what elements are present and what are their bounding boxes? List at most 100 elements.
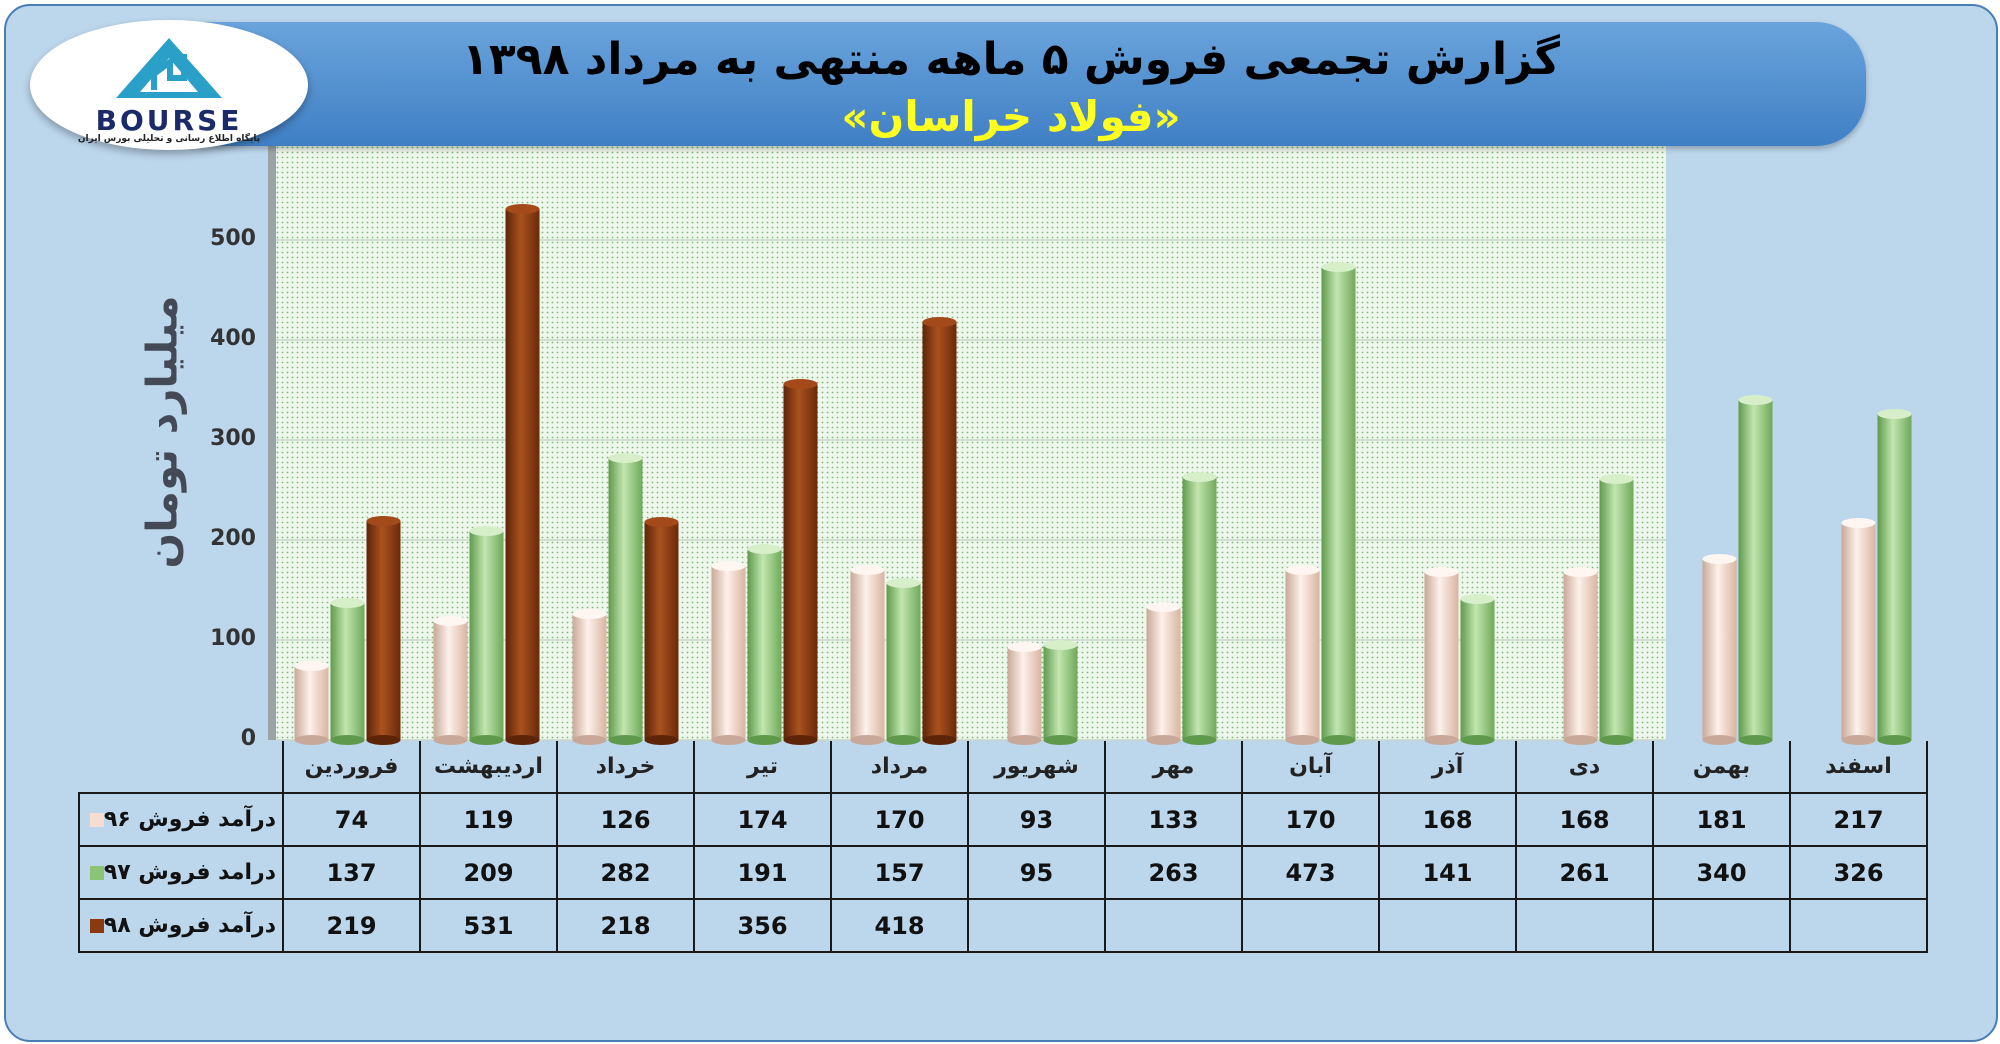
bar-97-12 xyxy=(1877,409,1912,745)
bar-body xyxy=(747,549,782,740)
bar-cap xyxy=(1738,395,1773,405)
logo-mark-icon xyxy=(116,38,222,98)
bar-cap xyxy=(1285,565,1320,575)
month-label: آبان xyxy=(1241,741,1380,794)
bar-cap xyxy=(886,578,921,588)
bar-body xyxy=(330,603,365,740)
bar-96-1 xyxy=(294,661,329,745)
month-label: اسفند xyxy=(1789,741,1928,794)
bar-body xyxy=(1738,400,1773,740)
series-row-97: درامد فروش ۹۷ 137 209 282 191 157 95 263 473 141 2… xyxy=(78,845,1928,900)
bar-cap xyxy=(747,544,782,554)
legend-swatch xyxy=(89,919,104,933)
series-row-96: درآمد فروش ۹۶ 74 119 126 174 170 93 133 170 168 16… xyxy=(78,792,1928,847)
bar-cap xyxy=(608,453,643,463)
data-label: 531 xyxy=(419,898,558,953)
legend-swatch xyxy=(89,866,104,880)
month-label: فروردین xyxy=(282,741,421,794)
bar-body xyxy=(294,666,329,740)
bar-cap xyxy=(922,317,957,327)
bar-96-2 xyxy=(433,616,468,745)
bar-cap xyxy=(1043,640,1078,650)
chart-subtitle: «فولاد خراسان» xyxy=(841,92,1181,141)
bar-cap xyxy=(1877,409,1912,419)
y-tick-label: 500 xyxy=(210,226,256,251)
data-label: 74 xyxy=(282,792,421,847)
bar-96-12 xyxy=(1841,518,1876,745)
bar-cap xyxy=(1702,554,1737,564)
data-label: 282 xyxy=(556,845,695,900)
bar-body xyxy=(850,570,885,740)
bar-body xyxy=(469,531,504,740)
bar-97-9 xyxy=(1460,594,1495,745)
bar-cap xyxy=(366,516,401,526)
month-label: دی xyxy=(1515,741,1654,794)
bar-body xyxy=(1563,572,1598,740)
bar-97-1 xyxy=(330,598,365,745)
data-label: 326 xyxy=(1789,845,1928,900)
logo-wordmark: BOURSE xyxy=(95,104,243,137)
data-label: 181 xyxy=(1652,792,1791,847)
month-label: مهر xyxy=(1104,741,1243,794)
chart-frame: 0100200300400500600 میلیارد تومان گزارش … xyxy=(4,4,1998,1042)
bar-body xyxy=(505,209,540,740)
bar-97-6 xyxy=(1043,640,1078,745)
bar-body xyxy=(1321,267,1356,740)
bar-body xyxy=(711,566,746,740)
month-label: شهریور xyxy=(967,741,1106,794)
chart-title: گزارش تجمعی فروش ۵ ماهه منتهی به مرداد ۱… xyxy=(462,34,1560,85)
data-label xyxy=(1515,898,1654,953)
bar-body xyxy=(1043,645,1078,740)
bar-96-7 xyxy=(1146,602,1181,745)
month-label: خرداد xyxy=(556,741,695,794)
bar-body xyxy=(1146,607,1181,740)
legend-entry: درآمد فروش ۹۶ xyxy=(78,792,284,847)
data-label: 119 xyxy=(419,792,558,847)
data-label xyxy=(1104,898,1243,953)
bar-cap xyxy=(1146,602,1181,612)
y-tick-label: 200 xyxy=(210,526,256,551)
bar-cap xyxy=(1599,474,1634,484)
month-label: اردیبهشت xyxy=(419,741,558,794)
table-corner xyxy=(79,741,283,793)
data-label: 418 xyxy=(830,898,969,953)
bar-98-2 xyxy=(505,204,540,745)
bar-body xyxy=(644,522,679,740)
data-label: 170 xyxy=(830,792,969,847)
bar-body xyxy=(608,458,643,740)
bar-cap xyxy=(505,204,540,214)
legend-label: درآمد فروش ۹۸ xyxy=(103,913,276,938)
bar-cap xyxy=(1007,642,1042,652)
bar-cap xyxy=(330,598,365,608)
plot-left-wall xyxy=(268,132,276,740)
data-label: 356 xyxy=(693,898,832,953)
data-table: فروردین اردیبهشت خرداد تیر مرداد شهریور مهر آبا… xyxy=(78,741,1928,953)
bar-97-4 xyxy=(747,544,782,745)
title-banner: گزارش تجمعی فروش ۵ ماهه منتهی به مرداد ۱… xyxy=(156,22,1866,146)
bars xyxy=(294,204,1912,745)
bar-cap xyxy=(1460,594,1495,604)
bar-96-3 xyxy=(572,609,607,745)
bar-body xyxy=(572,614,607,740)
bar-98-3 xyxy=(644,517,679,745)
bar-cap xyxy=(469,526,504,536)
data-label: 263 xyxy=(1104,845,1243,900)
data-label: 93 xyxy=(967,792,1106,847)
series-row-98: درآمد فروش ۹۸ 219 531 218 356 418 xyxy=(78,898,1928,953)
bar-body xyxy=(1841,523,1876,740)
bar-96-9 xyxy=(1424,567,1459,745)
data-label xyxy=(1378,898,1517,953)
bar-body xyxy=(1702,559,1737,740)
bar-cap xyxy=(1424,567,1459,577)
bar-96-11 xyxy=(1702,554,1737,745)
y-tick-label: 300 xyxy=(210,426,256,451)
bar-97-7 xyxy=(1182,472,1217,745)
bar-98-1 xyxy=(366,516,401,745)
month-label: مرداد xyxy=(830,741,969,794)
legend-entry: درامد فروش ۹۷ xyxy=(78,845,284,900)
data-label: 174 xyxy=(693,792,832,847)
bar-96-8 xyxy=(1285,565,1320,745)
chart-plot xyxy=(268,132,1912,745)
month-label: تیر xyxy=(693,741,832,794)
bar-98-5 xyxy=(922,317,957,745)
